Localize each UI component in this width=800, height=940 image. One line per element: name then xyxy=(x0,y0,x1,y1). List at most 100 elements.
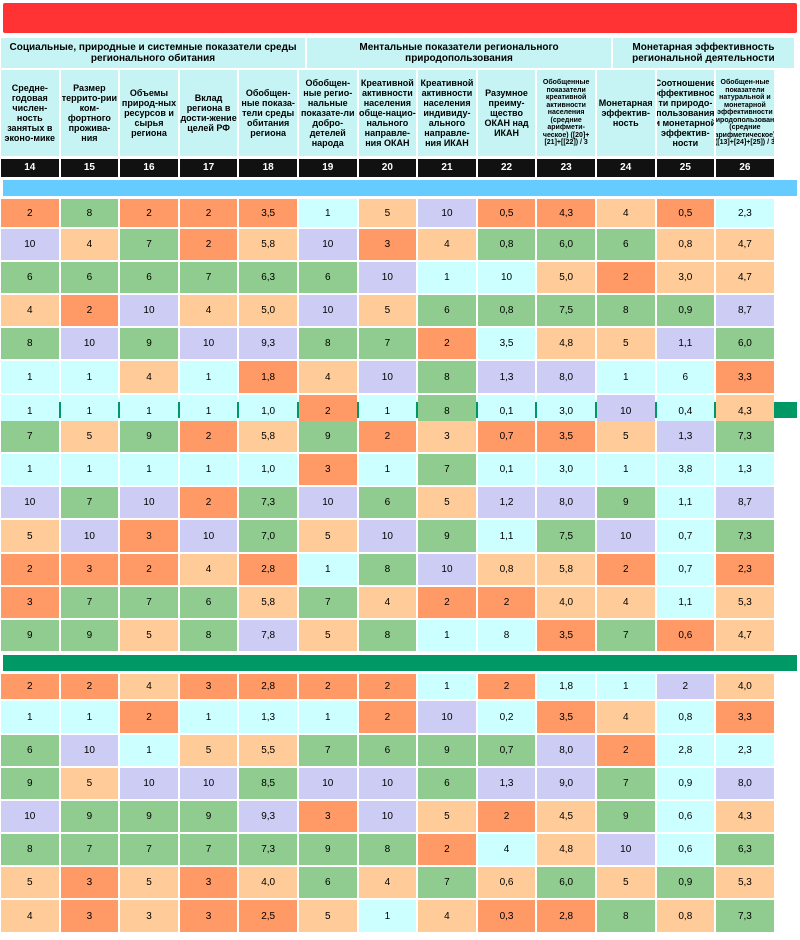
table-cell: 9 xyxy=(298,421,357,452)
table-cell: 10 xyxy=(298,768,357,799)
table-cell: 1,1 xyxy=(656,487,715,518)
table-cell: 2 xyxy=(179,487,238,518)
table-cell: 7 xyxy=(298,587,357,618)
table-cell: 10 xyxy=(596,520,655,552)
table-cell: 10 xyxy=(60,520,119,552)
column-header-26: Обобщен-ные показатели натуральной и мон… xyxy=(716,70,774,156)
column-number-18: 18 xyxy=(239,159,297,177)
table-cell: 1 xyxy=(298,554,357,585)
table-cell: 6,0 xyxy=(537,229,595,260)
table-cell: 6 xyxy=(1,735,59,766)
column-number-24: 24 xyxy=(596,159,655,177)
table-cell: 8 xyxy=(358,620,417,651)
table-cell: 8 xyxy=(477,620,536,651)
table-row: 10 7 10 2 7,3 10 6 5 1,2 8,0 9 1,1 8,7 xyxy=(0,487,800,518)
table-cell: 0,8 xyxy=(477,229,536,260)
table-cell: 4 xyxy=(179,295,238,326)
table-cell: 3 xyxy=(120,900,178,932)
table-cell: 2,3 xyxy=(716,735,774,766)
column-header-25: Соотношение эффективнос-ти природо-польз… xyxy=(656,70,715,156)
table-cell: 5 xyxy=(120,867,178,898)
table-cell: 2 xyxy=(120,701,178,733)
table-row: 2 2 4 3 2,8 2 2 1 2 1,8 1 2 4,0 xyxy=(0,674,800,699)
column-number-16: 16 xyxy=(120,159,178,177)
table-cell: 10 xyxy=(358,801,417,832)
table-cell: 1,8 xyxy=(239,361,297,393)
table-cell: 10 xyxy=(358,262,417,293)
table-row: 4 3 3 3 2,5 5 1 4 0,3 2,8 8 0,8 7,3 xyxy=(0,900,800,932)
table-cell: 7 xyxy=(358,328,417,359)
table-cell: 8 xyxy=(1,834,59,865)
table-cell: 5,8 xyxy=(239,229,297,260)
table-cell: 4 xyxy=(418,900,476,932)
table-cell: 10 xyxy=(60,735,119,766)
table-cell: 10 xyxy=(596,834,655,865)
table-cell: 0,7 xyxy=(656,520,715,552)
table-cell: 0,9 xyxy=(656,867,715,898)
table-cell: 5 xyxy=(418,487,476,518)
table-cell: 6 xyxy=(60,262,119,293)
table-cell: 2 xyxy=(1,199,59,227)
table-cell: 1 xyxy=(298,199,357,227)
table-cell: 1,3 xyxy=(477,768,536,799)
table-cell: 4,0 xyxy=(537,587,595,618)
table-cell: 7 xyxy=(60,587,119,618)
table-cell: 4 xyxy=(358,867,417,898)
column-number-15: 15 xyxy=(60,159,119,177)
table-cell: 6 xyxy=(298,867,357,898)
table-cell: 8,0 xyxy=(537,735,595,766)
table-cell: 2,8 xyxy=(656,735,715,766)
table-cell: 7 xyxy=(1,421,59,452)
table-cell: 2,8 xyxy=(239,554,297,585)
table-cell: 4 xyxy=(1,900,59,932)
table-cell: 8 xyxy=(596,900,655,932)
table-cell: 2 xyxy=(477,801,536,832)
table-row: 2 8 2 2 3,5 1 5 10 0,5 4,3 4 0,5 2,3 xyxy=(0,199,800,227)
table-cell: 5 xyxy=(596,328,655,359)
table-cell: 0,5 xyxy=(477,199,536,227)
table-cell: 3 xyxy=(60,554,119,585)
table-cell: 0,9 xyxy=(656,295,715,326)
table-cell: 0,6 xyxy=(656,801,715,832)
table-cell: 8,0 xyxy=(537,487,595,518)
table-cell: 7,8 xyxy=(239,620,297,651)
column-number-row: 14 15 16 17 18 19 20 21 22 23 24 25 26 xyxy=(0,159,800,177)
table-cell: 8 xyxy=(358,834,417,865)
column-header-14: Средне-годовая числен-ность занятых в эк… xyxy=(1,70,59,156)
table-cell: 9 xyxy=(596,487,655,518)
table-cell: 7 xyxy=(179,834,238,865)
table-cell: 7 xyxy=(596,768,655,799)
column-number-22: 22 xyxy=(477,159,536,177)
column-header-17: Вклад региона в дости-жение целей РФ xyxy=(179,70,238,156)
table-cell: 5,0 xyxy=(239,295,297,326)
table-cell: 0,8 xyxy=(656,229,715,260)
table-cell: 6 xyxy=(120,262,178,293)
table-cell: 1 xyxy=(596,674,655,699)
table-cell: 8,7 xyxy=(716,487,774,518)
table-cell: 3,3 xyxy=(716,361,774,393)
table-cell: 7 xyxy=(120,834,178,865)
table-cell: 1 xyxy=(358,454,417,485)
table-cell: 4,3 xyxy=(537,199,595,227)
table-cell: 7,3 xyxy=(239,834,297,865)
table-cell: 10 xyxy=(179,520,238,552)
table-cell: 7 xyxy=(418,867,476,898)
table-row: 8 10 9 10 9,3 8 7 2 3,5 4,8 5 1,1 6,0 xyxy=(0,328,800,359)
table-row: 5 3 5 3 4,0 6 4 7 0,6 6,0 5 0,9 5,3 xyxy=(0,867,800,898)
table-cell: 3,8 xyxy=(656,454,715,485)
table-cell: 2,3 xyxy=(716,199,774,227)
table-cell: 4 xyxy=(1,295,59,326)
table-row: 2 3 2 4 2,8 1 8 10 0,8 5,8 2 0,7 2,3 xyxy=(0,554,800,585)
group-header-1: Социальные, природные и системные показа… xyxy=(1,38,305,68)
table-cell: 6 xyxy=(298,262,357,293)
table-cell: 7,5 xyxy=(537,295,595,326)
table-cell: 4 xyxy=(120,361,178,393)
table-cell: 2 xyxy=(477,674,536,699)
column-header-18: Обобщен-ные показа-тели среды обитания р… xyxy=(239,70,297,156)
table-cell: 6,0 xyxy=(537,867,595,898)
table-cell: 10 xyxy=(418,199,476,227)
section-band-blue xyxy=(3,180,797,196)
table-cell: 3,0 xyxy=(656,262,715,293)
column-number-21: 21 xyxy=(418,159,476,177)
